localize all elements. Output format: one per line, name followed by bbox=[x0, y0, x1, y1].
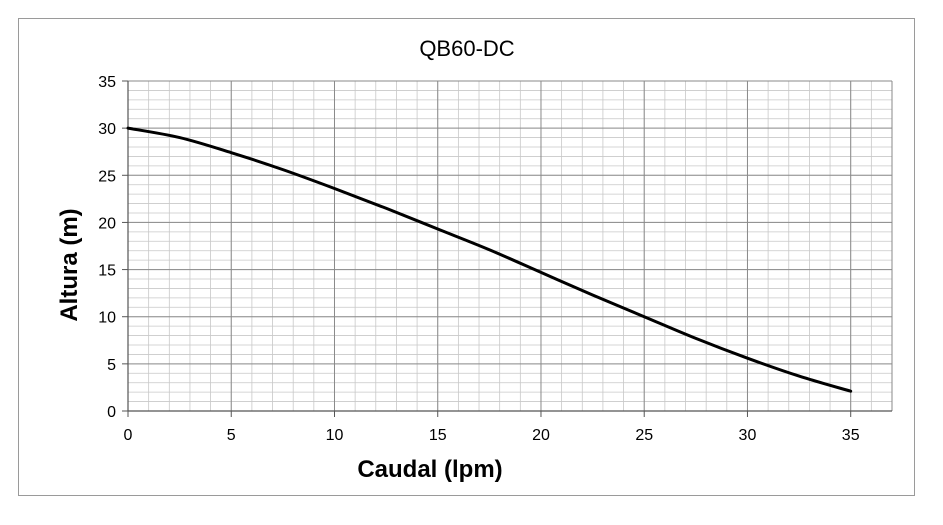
x-axis-label: Caudal (lpm) bbox=[357, 456, 502, 483]
grid bbox=[127, 80, 893, 412]
x-tick-label: 10 bbox=[326, 427, 344, 444]
x-tick-label: 15 bbox=[429, 427, 447, 444]
x-tick-label: 5 bbox=[227, 427, 236, 444]
axes bbox=[122, 80, 892, 417]
x-tick-label: 35 bbox=[842, 427, 860, 444]
y-tick-label: 0 bbox=[107, 404, 116, 421]
y-tick-label: 15 bbox=[98, 263, 116, 280]
series-line bbox=[126, 126, 853, 393]
chart: QB60-DC 0 5 10 15 20 25 30 35 0 5 10 15 20 25 30 35 Cau… bbox=[56, 36, 893, 483]
x-tick-label: 25 bbox=[635, 427, 653, 444]
x-tick-label: 0 bbox=[124, 427, 133, 444]
y-tick-label: 5 bbox=[107, 357, 116, 374]
chart-title: QB60-DC bbox=[419, 36, 514, 61]
y-axis-label: Altura (m) bbox=[56, 208, 83, 321]
y-tick-label: 10 bbox=[98, 310, 116, 327]
x-tick-label: 20 bbox=[532, 427, 550, 444]
series bbox=[126, 126, 853, 393]
y-tick-label: 20 bbox=[98, 215, 116, 232]
y-tick-label: 30 bbox=[98, 121, 116, 138]
x-tick-label: 30 bbox=[739, 427, 757, 444]
y-tick-label: 35 bbox=[98, 74, 116, 91]
y-tick-label: 25 bbox=[98, 168, 116, 185]
tick-labels: 0 5 10 15 20 25 30 35 0 5 10 15 20 25 30 35 bbox=[98, 74, 859, 444]
chart-frame: QB60-DC 0 5 10 15 20 25 30 35 0 5 10 15 20 25 30 35 Cau… bbox=[18, 18, 915, 496]
